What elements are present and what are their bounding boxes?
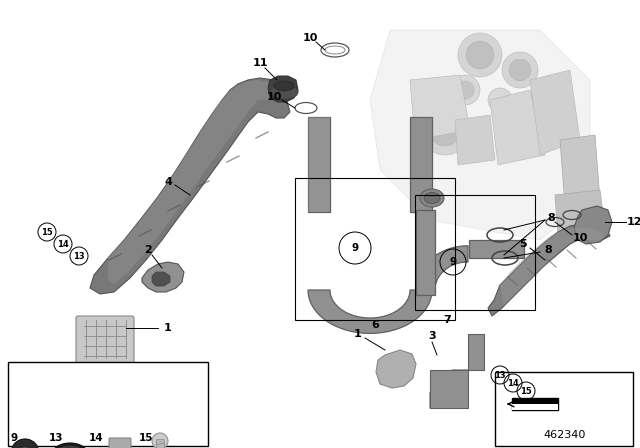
Polygon shape bbox=[500, 228, 604, 306]
Text: 13: 13 bbox=[73, 251, 85, 260]
Text: 9: 9 bbox=[449, 257, 456, 267]
Text: 9: 9 bbox=[10, 433, 17, 443]
Ellipse shape bbox=[53, 443, 87, 448]
Text: 1: 1 bbox=[354, 329, 362, 339]
Polygon shape bbox=[488, 224, 610, 316]
Ellipse shape bbox=[270, 85, 298, 99]
Polygon shape bbox=[530, 70, 580, 155]
Ellipse shape bbox=[420, 189, 444, 207]
Polygon shape bbox=[512, 404, 558, 410]
Polygon shape bbox=[455, 115, 495, 165]
Circle shape bbox=[456, 81, 474, 99]
Text: 15: 15 bbox=[139, 433, 153, 443]
Text: 13: 13 bbox=[49, 433, 63, 443]
Text: 7: 7 bbox=[443, 315, 451, 325]
FancyBboxPatch shape bbox=[109, 438, 131, 448]
Bar bbox=[308, 117, 330, 212]
Polygon shape bbox=[370, 30, 590, 240]
Text: 9: 9 bbox=[351, 243, 358, 253]
Text: 13: 13 bbox=[494, 370, 506, 379]
FancyBboxPatch shape bbox=[76, 316, 134, 364]
Bar bbox=[416, 210, 435, 295]
Polygon shape bbox=[376, 350, 416, 388]
Text: 12: 12 bbox=[627, 217, 640, 227]
Bar bbox=[469, 240, 524, 258]
Polygon shape bbox=[512, 398, 558, 410]
Text: 10: 10 bbox=[572, 233, 588, 243]
Text: 11: 11 bbox=[252, 58, 268, 68]
Ellipse shape bbox=[57, 445, 83, 448]
Text: 15: 15 bbox=[520, 387, 532, 396]
Text: 8: 8 bbox=[544, 245, 552, 255]
Text: 10: 10 bbox=[302, 33, 317, 43]
Circle shape bbox=[466, 41, 494, 69]
Polygon shape bbox=[410, 75, 470, 140]
Polygon shape bbox=[490, 90, 545, 165]
Circle shape bbox=[11, 439, 39, 448]
Bar bbox=[495, 372, 633, 446]
Circle shape bbox=[429, 114, 461, 146]
Text: 14: 14 bbox=[89, 433, 103, 443]
Text: 14: 14 bbox=[57, 240, 69, 249]
Ellipse shape bbox=[424, 193, 440, 203]
Polygon shape bbox=[560, 135, 600, 205]
Polygon shape bbox=[268, 76, 298, 102]
Text: 10: 10 bbox=[266, 92, 282, 102]
Text: 5: 5 bbox=[519, 239, 527, 249]
Text: 6: 6 bbox=[371, 320, 379, 330]
Bar bbox=[308, 117, 330, 212]
Circle shape bbox=[450, 75, 480, 105]
Bar bbox=[295, 178, 455, 320]
Polygon shape bbox=[108, 80, 280, 284]
Polygon shape bbox=[555, 190, 605, 235]
Circle shape bbox=[520, 90, 560, 130]
Bar bbox=[8, 362, 208, 446]
Text: 3: 3 bbox=[428, 331, 436, 341]
Bar bbox=[156, 439, 164, 448]
Polygon shape bbox=[152, 272, 170, 286]
Bar bbox=[430, 370, 468, 408]
Circle shape bbox=[509, 59, 531, 81]
Polygon shape bbox=[308, 290, 432, 333]
Circle shape bbox=[458, 33, 502, 77]
Ellipse shape bbox=[274, 81, 294, 91]
Text: 4: 4 bbox=[164, 177, 172, 187]
Polygon shape bbox=[142, 262, 184, 292]
Polygon shape bbox=[430, 370, 468, 408]
Circle shape bbox=[488, 88, 512, 112]
Text: 2: 2 bbox=[144, 245, 152, 255]
Polygon shape bbox=[574, 206, 612, 244]
Circle shape bbox=[152, 433, 168, 448]
Circle shape bbox=[502, 52, 538, 88]
Polygon shape bbox=[90, 78, 290, 294]
Polygon shape bbox=[416, 246, 468, 290]
Circle shape bbox=[420, 105, 470, 155]
Bar bbox=[415, 195, 535, 310]
Circle shape bbox=[18, 446, 32, 448]
Text: 1: 1 bbox=[164, 323, 172, 333]
Text: 15: 15 bbox=[41, 228, 53, 237]
Circle shape bbox=[528, 98, 552, 122]
Text: 462340: 462340 bbox=[544, 430, 586, 440]
Text: 14: 14 bbox=[507, 379, 519, 388]
Bar bbox=[468, 334, 484, 370]
Bar bbox=[410, 117, 432, 212]
Text: 8: 8 bbox=[547, 213, 555, 223]
